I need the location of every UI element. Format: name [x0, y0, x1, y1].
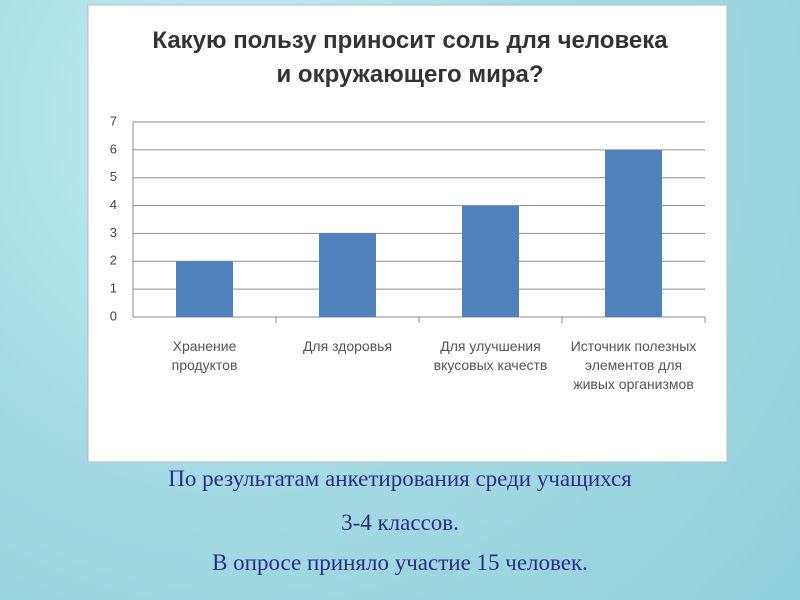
x-tick-label: Источник полезных элементов для живых ор… — [570, 338, 697, 392]
y-tick-label: 6 — [110, 141, 117, 156]
chart-title: Какую пользу приносит соль для человека … — [152, 27, 668, 88]
x-tick-label: Для здоровья — [302, 338, 393, 354]
y-tick-label: 0 — [110, 308, 117, 323]
bar — [605, 149, 662, 317]
y-tick-label: 1 — [110, 281, 117, 296]
caption-line: В опросе приняло участие 15 человек. — [212, 550, 588, 575]
x-tick-label: Хранение продуктов — [171, 338, 238, 373]
y-tick-label: 4 — [110, 197, 117, 212]
caption-line: По результатам анкетирования среди учащи… — [168, 466, 632, 491]
y-tick-label: 5 — [110, 169, 117, 184]
bar — [176, 261, 233, 317]
caption-line: 3-4 классов. — [341, 510, 459, 535]
y-tick-label: 2 — [110, 253, 117, 268]
x-tick-label: Для улучшения вкусовых качеств — [433, 338, 548, 373]
bar — [462, 205, 519, 317]
y-tick-label: 3 — [110, 225, 117, 240]
y-tick-label: 7 — [110, 113, 117, 128]
bar — [319, 233, 376, 317]
